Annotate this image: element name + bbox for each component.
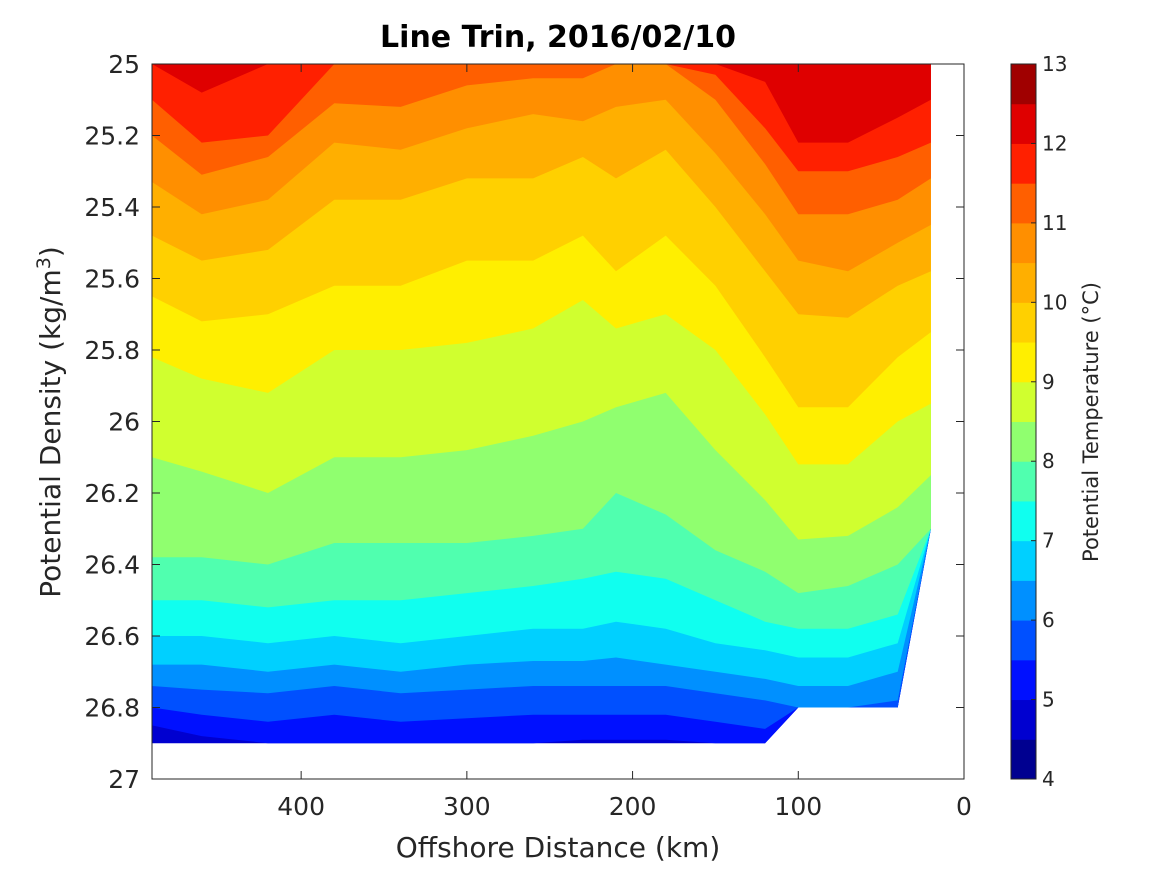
colorbar-tick-label: 12 [1042,131,1067,155]
colorbar-tick-label: 8 [1042,449,1055,473]
colorbar-segment [1011,302,1036,343]
y-tick-label: 25.2 [84,122,140,151]
y-tick-label: 25.8 [84,336,140,365]
y-axis-label: Potential Density (kg/m3) [33,246,67,598]
colorbar-tick-label: 7 [1042,529,1055,553]
colorbar-tick-label: 5 [1042,688,1055,712]
x-axis: 400 300 200 100 0 [277,64,972,821]
y-tick-label: 25 [108,50,140,79]
y-axis-label-sup: 3 [33,257,55,269]
y-tick-label: 26.8 [84,694,140,723]
chart-title: Line Trin, 2016/02/10 [380,20,736,55]
y-tick-label: 25.6 [84,265,140,294]
plot-area [151,63,965,780]
y-tick-label: 26.6 [84,622,140,651]
colorbar-segment [1011,183,1036,224]
colorbar-segment [1011,659,1036,701]
y-tick-label: 25.4 [84,193,140,222]
colorbar-tick-label: 4 [1042,767,1055,791]
colorbar-segment [1011,143,1036,184]
x-tick-label: 300 [443,792,491,821]
colorbar-tick-label: 11 [1042,211,1067,235]
colorbar-tick-label: 6 [1042,608,1055,632]
colorbar-segment [1011,421,1036,462]
colorbar-segment [1011,500,1036,542]
colorbar-segment [1011,580,1036,621]
colorbar-frame [1010,63,1037,780]
colorbar-segment [1011,64,1036,105]
colorbar-segment [1011,540,1036,581]
colorbar-segment [1011,620,1036,661]
x-tick-label: 200 [609,792,657,821]
colorbar-segment [1011,222,1036,264]
x-tick-label: 100 [774,792,822,821]
contour-band-11.5 [152,64,931,172]
colorbar: 4 5 6 7 8 9 10 11 12 13 [1010,52,1067,791]
colorbar-tick-label: 13 [1042,52,1067,76]
contour-band-12 [152,64,931,143]
x-tick-label: 400 [277,792,325,821]
colorbar-segment [1011,342,1036,383]
y-axis: 25 25.2 25.4 25.6 25.8 26 26.2 26.4 26.6 26.8 27 [84,50,964,794]
colorbar-segment [1011,262,1036,303]
colorbar-label: Potential Temperature (°C) [1079,282,1103,562]
colorbar-tick-label: 10 [1042,290,1067,314]
colorbar-segment [1011,699,1036,740]
colorbar-segment [1011,381,1036,422]
contour-band-11 [152,64,931,215]
x-tick-label: 0 [956,792,972,821]
x-axis-label: Offshore Distance (km) [396,831,721,864]
colorbar-segment [1011,103,1036,144]
y-axis-label-end: ) [34,246,67,257]
y-tick-label: 27 [108,765,140,794]
colorbar-segment [1011,739,1036,780]
y-axis-label-main: Potential Density (kg/m [34,269,67,598]
y-tick-label: 26.2 [84,479,140,508]
y-tick-label: 26 [108,408,140,437]
colorbar-tick-label: 9 [1042,370,1055,394]
y-tick-label: 26.4 [84,551,140,580]
colorbar-segment [1011,461,1036,502]
